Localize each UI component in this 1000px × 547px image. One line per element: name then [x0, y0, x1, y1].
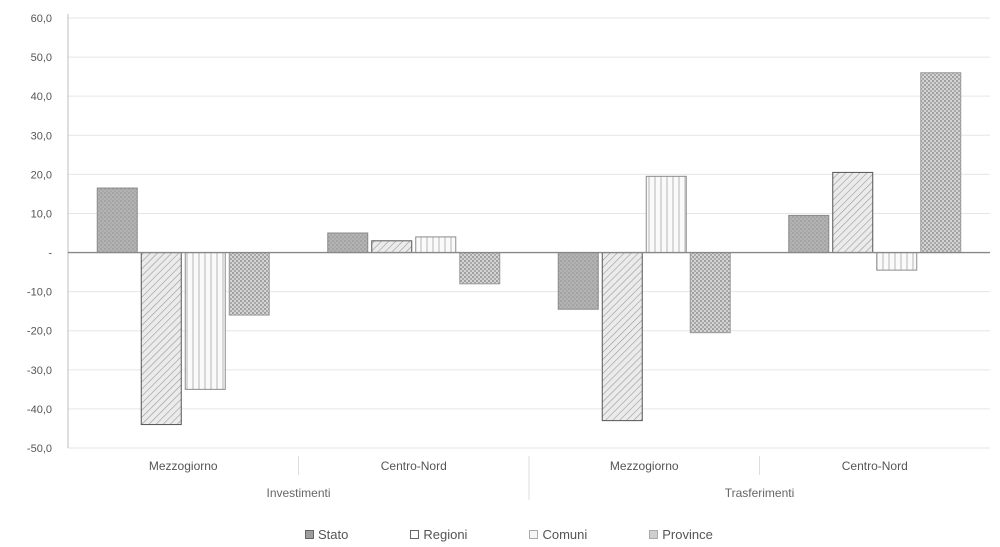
legend-item-comuni: Comuni: [529, 527, 587, 542]
bar-regioni: [371, 240, 413, 254]
bar-province: [228, 252, 270, 316]
x-group-label: Trasferimenti: [725, 486, 795, 500]
bar-province: [459, 252, 501, 285]
legend-swatch-regioni: [410, 530, 420, 539]
y-tick-label: -10,0: [27, 287, 52, 299]
x-category-label: Mezzogiorno: [149, 459, 218, 473]
legend-swatch-province: [649, 530, 659, 539]
bar-regioni: [832, 171, 874, 254]
x-axis-labels: Mezzogiorno Centro-Nord Mezzogiorno Centro-…: [149, 456, 908, 500]
bars: [68, 72, 990, 426]
legend-swatch-stato: [305, 530, 314, 539]
x-category-label: Mezzogiorno: [610, 459, 679, 473]
legend-label-province: Province: [662, 527, 713, 542]
bar-stato: [788, 214, 830, 254]
bar-regioni: [140, 252, 182, 426]
bar-stato: [327, 232, 369, 254]
y-tick-label: -20,0: [27, 326, 52, 338]
x-group-label: Investimenti: [266, 486, 330, 500]
bar-stato: [557, 252, 599, 310]
bar-comuni: [876, 252, 918, 271]
legend-item-province: Province: [649, 527, 713, 542]
y-tick-label: 40,0: [31, 91, 52, 103]
legend-item-stato: Stato: [305, 527, 348, 542]
x-category-label: Centro-Nord: [842, 459, 908, 473]
legend: Stato Regioni Comuni Province: [305, 527, 713, 542]
y-tick-label: 20,0: [31, 169, 52, 181]
y-tick-label: -50,0: [27, 443, 52, 455]
y-tick-label: 50,0: [31, 52, 52, 64]
y-tick-label: -: [48, 248, 52, 260]
y-tick-label: -40,0: [27, 404, 52, 416]
bar-comuni: [415, 236, 457, 254]
bar-regioni: [601, 252, 643, 422]
bar-province: [689, 252, 731, 334]
legend-item-regioni: Regioni: [410, 527, 467, 542]
legend-swatch-comuni: [529, 530, 539, 539]
y-tick-label: 30,0: [31, 130, 52, 142]
bar-comuni: [184, 252, 226, 390]
legend-label-regioni: Regioni: [423, 527, 468, 542]
y-tick-label: -30,0: [27, 365, 52, 377]
x-category-label: Centro-Nord: [381, 459, 447, 473]
y-axis: 60,0 50,0 40,0 30,0 20,0 10,0 - -10,0 -20,0 -30,0…: [27, 13, 69, 455]
bar-comuni: [645, 175, 687, 254]
bar-stato: [96, 187, 138, 254]
y-tick-label: 60,0: [31, 13, 52, 25]
legend-label-stato: Stato: [318, 527, 349, 542]
legend-label-comuni: Comuni: [542, 527, 588, 542]
bar-province: [920, 72, 962, 254]
y-tick-label: 10,0: [31, 208, 52, 220]
